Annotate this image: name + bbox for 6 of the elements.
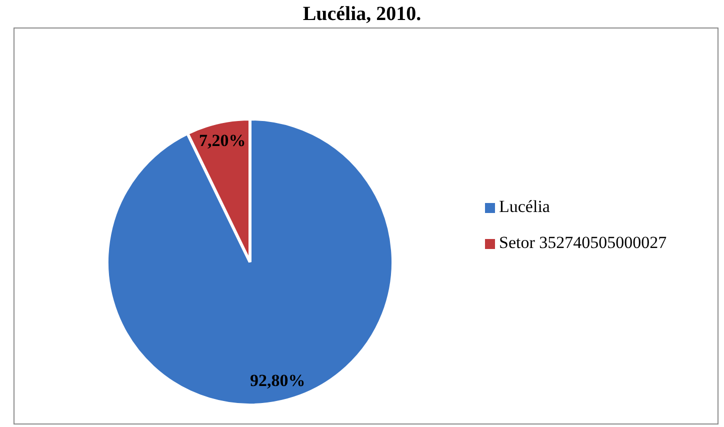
pie-slice — [106, 118, 394, 406]
legend-label: Lucélia — [499, 196, 550, 216]
data-label: 92,80% — [250, 370, 306, 390]
data-label: 7,20% — [199, 131, 246, 150]
legend-label: Setor 352740505000027 — [499, 232, 668, 252]
chart-title: Lucélia, 2010. — [302, 3, 422, 25]
